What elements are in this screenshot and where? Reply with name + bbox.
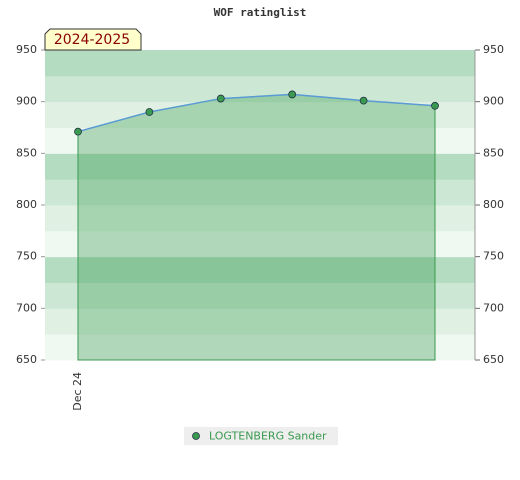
marker: [431, 101, 439, 110]
marker: [74, 127, 82, 136]
annotation: 2024-2025: [54, 32, 130, 48]
annotation-box: [44, 28, 142, 51]
y2-tick-label: 700: [483, 301, 504, 314]
y-tick-label: 650: [16, 353, 37, 366]
marker: [145, 108, 154, 116]
y-tick-label: 800: [16, 198, 37, 211]
marker: [216, 94, 225, 103]
background-band: [45, 153, 475, 180]
marker: [359, 96, 368, 105]
legend-marker: [192, 432, 200, 440]
y2-tick-label: 750: [483, 250, 504, 263]
y2-tick-label: 950: [483, 43, 504, 56]
y-tick-label: 850: [16, 146, 37, 159]
x-tick-label: Dec 24: [71, 372, 84, 411]
chart-title: WOF ratinglist: [214, 6, 307, 19]
line: [77, 93, 436, 133]
area: [77, 93, 436, 361]
y-tick-label: 750: [16, 250, 37, 263]
background-band: [45, 205, 475, 232]
background-band: [45, 230, 475, 258]
background-band: [45, 50, 475, 77]
background-band: [45, 101, 475, 128]
legend-box: [184, 427, 338, 445]
y2-tick-label: 800: [483, 198, 504, 211]
y-tick-label: 700: [16, 301, 37, 314]
background-band: [45, 334, 475, 361]
background-band: [45, 179, 475, 206]
y-tick-label: 900: [16, 95, 37, 108]
y2-tick-label: 650: [483, 353, 504, 366]
legend-label: LOGTENBERG Sander: [209, 430, 327, 443]
marker: [288, 90, 297, 99]
background-band: [45, 256, 475, 283]
y2-tick-label: 900: [483, 95, 504, 108]
y2-tick-label: 850: [483, 146, 504, 159]
background-band: [45, 282, 475, 309]
background-band: [45, 75, 475, 103]
background-band: [45, 127, 475, 154]
background-band: [45, 308, 475, 335]
y-tick-label: 950: [16, 43, 37, 56]
